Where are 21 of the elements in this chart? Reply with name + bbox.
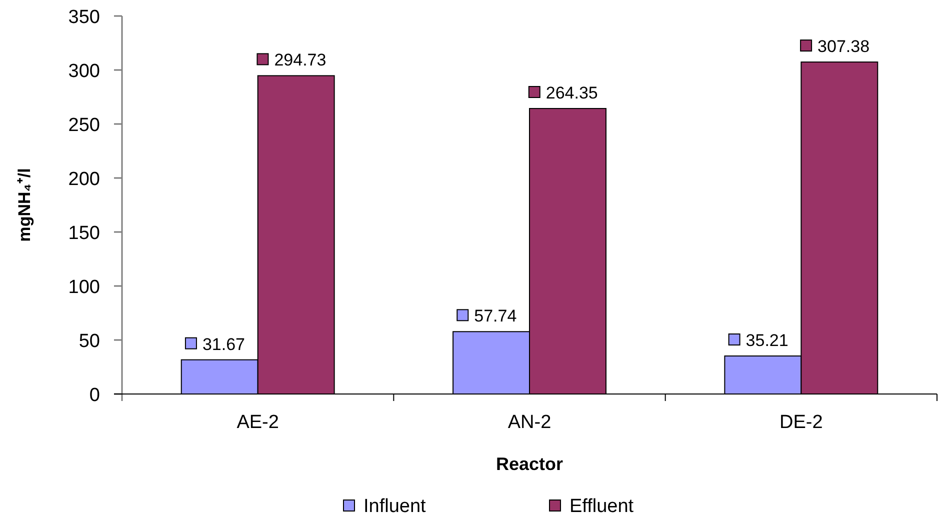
x-tick-label: AN-2 (508, 412, 552, 433)
data-label: 31.67 (202, 334, 246, 354)
legend-label: Influent (364, 496, 427, 517)
y-tick-label: 0 (89, 384, 100, 406)
data-label: 57.74 (474, 306, 517, 326)
y-tick-label: 200 (68, 168, 100, 190)
data-label: 294.73 (274, 50, 326, 70)
y-tick-label: 350 (68, 6, 100, 28)
data-label: 307.38 (818, 37, 870, 56)
y-tick-label: 250 (68, 114, 100, 136)
data-label: 35.21 (746, 330, 788, 350)
x-tick-label: AE-2 (236, 412, 279, 433)
x-tick-label: DE-2 (780, 412, 823, 433)
legend-label: Effluent (570, 496, 634, 517)
data-label: 264.35 (546, 84, 598, 102)
y-axis-title: mgNH₄⁺/l (15, 168, 34, 242)
y-tick-label: 50 (78, 330, 100, 352)
y-tick-label: 100 (68, 276, 100, 298)
y-tick-label: 150 (68, 222, 100, 244)
y-tick-label: 300 (68, 60, 100, 82)
x-axis-title: Reactor (496, 454, 564, 474)
